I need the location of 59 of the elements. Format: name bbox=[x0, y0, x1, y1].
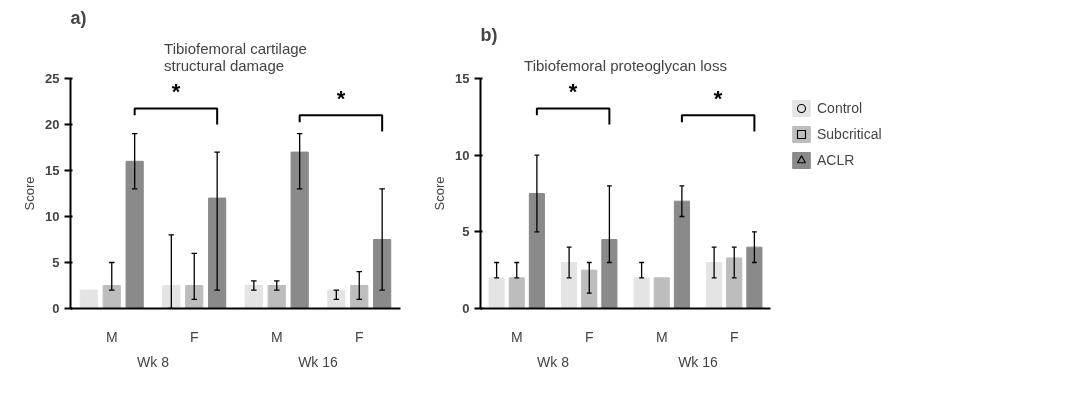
bar bbox=[350, 285, 369, 309]
x-tick-label: M bbox=[270, 328, 283, 345]
bar bbox=[508, 277, 525, 309]
y-tick-label: 20 bbox=[45, 117, 60, 132]
bar bbox=[653, 277, 670, 309]
bar bbox=[208, 197, 227, 309]
y-tick-label: 15 bbox=[455, 71, 470, 86]
bar bbox=[488, 277, 505, 309]
legend-label: Subcritical bbox=[817, 126, 882, 142]
y-tick-label: 5 bbox=[462, 224, 470, 240]
x-tick-label: M bbox=[655, 328, 668, 345]
bar bbox=[125, 160, 144, 309]
bar bbox=[79, 289, 98, 309]
bar bbox=[185, 285, 204, 309]
bar bbox=[290, 151, 309, 309]
bar bbox=[561, 262, 578, 309]
chart-title: Tibiofemoral cartilage structural damage bbox=[164, 39, 307, 74]
text: a) bbox=[70, 7, 87, 28]
annotation: * bbox=[336, 85, 346, 111]
bar bbox=[162, 285, 181, 309]
x-tick-label: F bbox=[189, 328, 199, 345]
y-tick-label: 15 bbox=[45, 163, 60, 178]
legend-label: ACLR bbox=[817, 152, 855, 168]
bar bbox=[706, 262, 723, 309]
annotation: * bbox=[171, 78, 181, 104]
bar bbox=[327, 289, 346, 309]
x-tick-label: M bbox=[105, 328, 118, 345]
chart-title: Tibiofemoral proteoglycan loss bbox=[524, 56, 727, 74]
text: Wk 8 bbox=[137, 353, 170, 370]
bar bbox=[581, 269, 598, 309]
annotation: * bbox=[568, 78, 578, 104]
text: b) bbox=[480, 24, 498, 45]
y-tick-label: 5 bbox=[52, 255, 60, 270]
y-axis-title: Score bbox=[22, 176, 38, 211]
bar bbox=[633, 277, 650, 309]
y-tick-label: 10 bbox=[455, 147, 470, 163]
bar bbox=[528, 193, 545, 309]
x-tick-label: M bbox=[510, 328, 523, 345]
bar bbox=[373, 239, 392, 309]
text: Wk 16 bbox=[678, 353, 719, 370]
y-axis-title: Score bbox=[432, 176, 448, 211]
legend-label: Control bbox=[817, 100, 863, 116]
text: Wk 16 bbox=[298, 353, 339, 370]
x-tick-label: F bbox=[354, 328, 364, 345]
bar bbox=[601, 239, 618, 309]
annotation: * bbox=[713, 85, 723, 111]
text: Wk 8 bbox=[537, 353, 570, 370]
y-tick-label: 0 bbox=[52, 301, 60, 316]
bar bbox=[244, 285, 263, 309]
x-tick-label: F bbox=[584, 328, 594, 345]
bar bbox=[726, 257, 743, 309]
y-tick-label: 10 bbox=[45, 209, 60, 224]
y-tick-label: 0 bbox=[462, 301, 470, 316]
bar bbox=[746, 246, 763, 309]
bar bbox=[673, 200, 690, 309]
y-tick-label: 25 bbox=[45, 71, 60, 86]
bar bbox=[267, 285, 286, 309]
x-tick-label: F bbox=[729, 328, 739, 345]
bar bbox=[102, 285, 121, 309]
